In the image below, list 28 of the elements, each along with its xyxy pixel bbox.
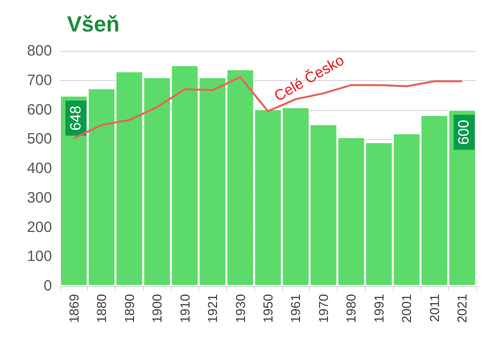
data-label: 648	[67, 106, 84, 131]
y-tick-label: 0	[44, 278, 52, 294]
x-tick-label: 1910	[177, 294, 192, 323]
x-tick-label: 2021	[454, 294, 470, 323]
x-tick-label: 2001	[399, 294, 414, 323]
x-tick-label: 1950	[260, 294, 276, 323]
x-tick-label: 1930	[232, 294, 248, 323]
y-tick-label: 500	[26, 130, 52, 148]
data-label: 600	[456, 120, 473, 145]
text: Celé Česko	[271, 50, 348, 106]
x-tick-label: 1869	[66, 294, 82, 323]
x-tick-label: 1961	[288, 294, 304, 323]
x-tick-label: 1921	[205, 294, 220, 323]
y-tick-label: 700	[26, 72, 52, 89]
x-tick-label: 1980	[344, 294, 359, 323]
x-tick-label: 1890	[122, 294, 137, 323]
x-tick-label: 1880	[94, 294, 110, 323]
x-tick-label: 1900	[150, 294, 165, 323]
x-tick-label: 1970	[316, 294, 331, 323]
x-tick-label: 2011	[426, 294, 442, 322]
y-tick-label: 600	[26, 101, 52, 118]
y-tick-label: 400	[26, 160, 52, 177]
y-tick-label: 300	[26, 189, 52, 206]
y-tick-label: 800	[26, 42, 52, 60]
y-tick-label: 100	[26, 248, 52, 266]
y-tick-label: 200	[26, 218, 52, 236]
x-tick-label: 1991	[371, 294, 386, 323]
chart-title: Všeň	[67, 12, 120, 36]
